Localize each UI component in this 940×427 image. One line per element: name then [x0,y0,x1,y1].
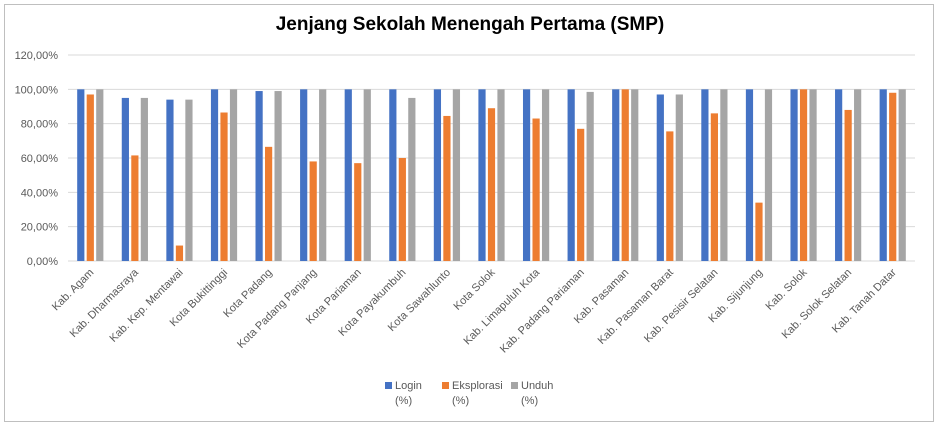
y-tick-label: 80,00% [21,119,59,131]
legend-label-unit: (%) [452,395,469,407]
bar-eksplorasi [131,155,139,261]
bars [77,89,906,262]
bar-login [612,89,620,261]
bar-unduh [675,94,683,261]
bar-unduh [809,89,817,261]
x-tick-label: Kab. Agam [50,267,97,314]
bar-eksplorasi [175,245,184,261]
legend-label: Login [395,380,422,392]
bar-eksplorasi [889,92,897,262]
x-tick-label: Kab. Pesisir Selatan [642,267,721,346]
bar-unduh [185,99,193,261]
bar-login [166,99,174,261]
bar-eksplorasi [220,112,228,261]
chart-frame [4,4,934,422]
bar-unduh [898,89,906,261]
legend-swatch [385,382,392,389]
bar-login [701,89,709,261]
bar-eksplorasi [799,89,808,261]
bar-login [300,89,308,261]
bar-login [745,89,754,261]
x-tick-label: Kab. Kep. Mentawai [107,267,185,345]
y-tick-label: 40,00% [21,187,59,199]
bar-unduh [586,91,594,262]
y-tick-label: 20,00% [21,222,59,234]
bar-login [522,89,531,261]
bar-unduh [631,89,639,261]
bar-eksplorasi [666,131,674,261]
y-tick-label: 100,00% [15,84,59,96]
x-tick-label: Kab. Padang Pariaman [498,267,587,356]
bar-login [389,89,397,261]
bar-login [567,89,575,261]
bar-unduh [363,89,371,261]
bar-login [344,89,352,261]
bar-eksplorasi [710,113,718,261]
bar-login [790,89,798,261]
bar-eksplorasi [309,161,317,261]
x-tick-label: Kab. Pasaman Barat [596,267,676,347]
bar-unduh [541,89,550,261]
y-axis-ticks: 0,00% 20,00% 40,00% 60,00% 80,00% 100,00% 120,… [15,50,59,268]
legend-swatch [442,382,449,389]
legend-label: Unduh [521,380,553,392]
bar-unduh [274,91,282,261]
bar-login [478,89,486,261]
legend: Login (%) Eksplorasi (%) Unduh (%) [385,380,553,407]
bar-unduh [764,89,773,261]
legend-label: Eksplorasi [452,380,503,392]
legend-label-unit: (%) [395,395,412,407]
bar-unduh [229,89,238,261]
bar-unduh [96,89,104,261]
bar-eksplorasi [487,108,496,261]
legend-label-unit: (%) [521,395,538,407]
bar-eksplorasi [755,202,763,261]
bar-unduh [452,89,461,261]
x-tick-label: Kota Solok [452,266,498,312]
bar-unduh [140,97,148,262]
bar-unduh [720,89,728,261]
bar-unduh [319,89,327,261]
bar-unduh [497,89,505,261]
bar-eksplorasi [265,146,273,261]
bar-eksplorasi [398,158,406,261]
bar-login [77,89,85,261]
legend-swatch [511,382,518,389]
bar-unduh [854,89,862,261]
bar-login [835,89,843,261]
y-tick-label: 0,00% [27,256,58,268]
bar-unduh [408,97,416,262]
bar-login [121,97,129,262]
bar-eksplorasi [844,109,852,261]
x-tick-label: Kota Padang Panjang [235,267,319,351]
bar-login [210,89,219,261]
bar-login [255,91,263,261]
y-tick-label: 120,00% [15,50,59,62]
chart-title: Jenjang Sekolah Menengah Pertama (SMP) [275,14,665,35]
bar-eksplorasi [443,115,451,261]
bar-eksplorasi [621,89,629,261]
bar-login [656,94,664,261]
x-tick-label: Kab. Limapuluh Kota [461,266,542,347]
bar-eksplorasi [577,128,585,261]
bar-login [879,89,887,261]
x-tick-label: Kab. Solok [764,266,810,312]
bar-login [433,89,442,261]
bar-eksplorasi [354,163,362,261]
y-tick-label: 60,00% [21,153,59,165]
bar-eksplorasi [532,118,540,262]
bar-eksplorasi [86,94,94,261]
